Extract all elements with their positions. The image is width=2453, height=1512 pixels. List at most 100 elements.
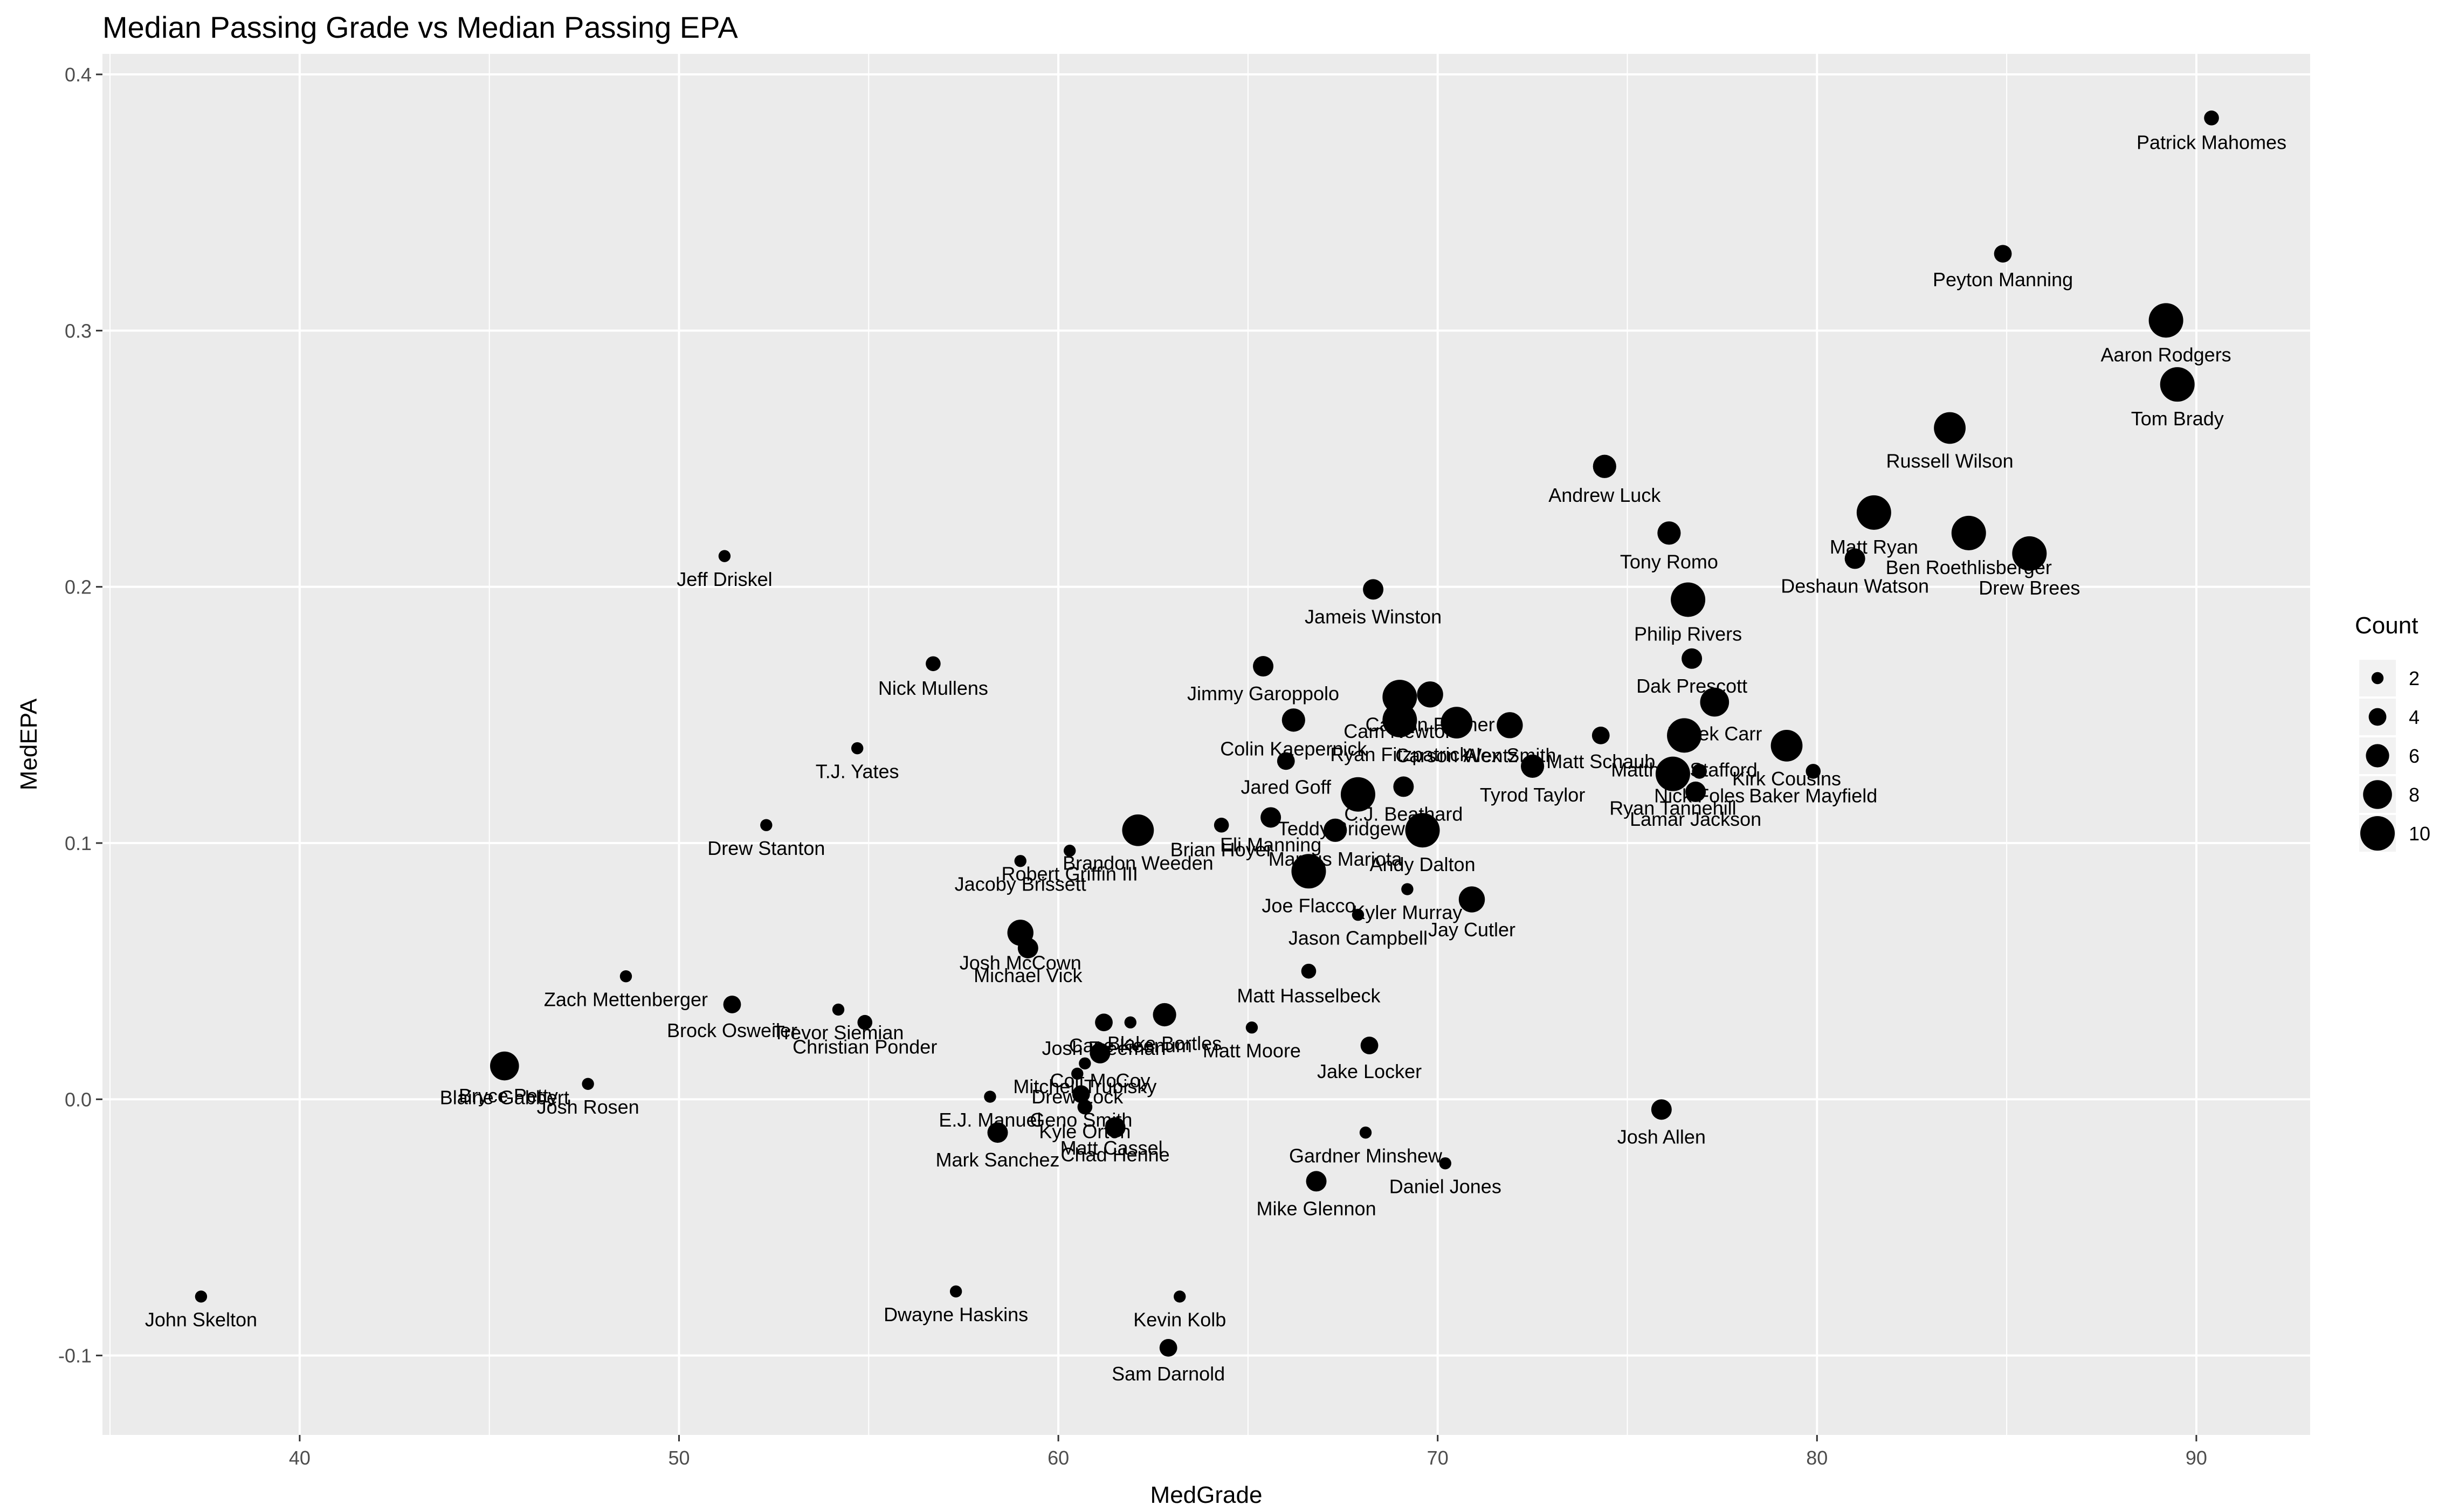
data-point [987,1122,1008,1143]
legend-key [2363,780,2392,809]
y-tick-label: -0.1 [58,1345,92,1367]
data-point [1214,817,1229,833]
point-label: Geno Smith [1030,1109,1132,1131]
data-point [926,656,941,672]
data-point [1521,754,1545,778]
point-label: Baker Mayfield [1749,785,1877,807]
x-tick-label: 90 [2186,1447,2207,1469]
data-point [1497,712,1523,738]
point-label: Eli Manning [1220,833,1321,855]
point-label: Matt Moore [1203,1039,1301,1061]
data-point [1064,845,1076,857]
point-label: Drew Brees [1979,577,2080,599]
legend-key [2371,672,2384,685]
data-point [1393,776,1414,797]
data-point [1122,814,1154,846]
data-point [718,550,731,562]
point-label: Lamar Jackson [1630,808,1761,830]
point-label: Drew Lock [1031,1086,1124,1108]
data-point [1458,886,1485,913]
point-label: Tyrod Taylor [1480,784,1585,806]
y-tick-label: 0.3 [65,320,92,342]
point-label: Trevor Siemian [773,1021,904,1044]
chart-title: Median Passing Grade vs Median Passing E… [102,10,738,44]
point-label: Jimmy Garoppolo [1187,682,1339,705]
data-point [1340,777,1375,812]
data-point [1245,1021,1258,1034]
point-label: Peyton Manning [1933,268,2073,291]
x-axis-label: MedGrade [1150,1482,1263,1508]
data-point [1281,708,1305,732]
data-point [1770,729,1803,762]
legend-label: 2 [2409,667,2420,689]
data-point [1124,1016,1136,1028]
point-label: Bryce Petty [459,1085,558,1107]
point-label: Blaine Gabbert [440,1086,569,1108]
data-point [1324,818,1347,842]
point-label: Josh Freeman [1042,1037,1166,1059]
point-label: Jake Locker [1317,1060,1422,1082]
legend-title: Count [2355,612,2418,639]
point-label: Tony Romo [1620,550,1718,572]
data-point [1692,764,1707,779]
point-label: E.J. Manuel [939,1109,1041,1131]
point-label: Josh Allen [1617,1126,1706,1148]
data-point [851,742,864,755]
point-label: T.J. Yates [816,760,899,782]
point-label: Carson Wentz [1395,744,1518,767]
point-label: Michael Vick [974,964,1083,986]
data-point [1667,718,1702,753]
point-label: Nick Mullens [878,677,988,699]
data-point [1306,1171,1327,1192]
data-point [857,1014,873,1030]
data-point [619,970,632,983]
legend-label: 4 [2409,706,2420,728]
data-point [582,1078,594,1090]
point-label: Drew Stanton [707,837,825,859]
data-point [1077,1099,1093,1115]
data-point [1352,908,1365,921]
point-label: Andy Dalton [1369,853,1475,875]
point-label: Kevin Kolb [1133,1309,1226,1331]
data-point [1856,495,1891,530]
data-point [1405,813,1440,848]
point-label: Dwayne Haskins [884,1303,1028,1325]
data-point [1363,579,1384,600]
data-point [1105,1119,1118,1131]
data-point [1591,726,1610,744]
point-label: Alex Smith [1463,744,1556,767]
data-point [1253,656,1274,677]
point-label: Jeff Driskel [677,568,772,590]
point-label: Carson Palmer [1366,714,1495,736]
point-label: Tom Brady [2131,408,2224,430]
data-point [1291,854,1326,889]
point-label: Deshaun Watson [1781,575,1929,597]
data-point [1071,1067,1084,1080]
point-label: Ryan Tannehill [1609,797,1737,819]
data-point [723,996,741,1013]
point-label: Colt McCoy [1050,1069,1150,1092]
point-label: Josh McCown [960,952,1081,974]
x-tick-label: 80 [1806,1447,1828,1469]
legend-label: 8 [2409,784,2420,806]
data-point [1417,681,1443,708]
point-label: Chad Henne [1061,1144,1170,1166]
plot-panel [102,54,2310,1435]
data-point [1014,855,1026,867]
y-tick-label: 0.2 [65,576,92,598]
point-label: Christian Ponder [793,1036,937,1058]
point-label: Matt Cassel [1060,1137,1163,1159]
legend-key [2368,708,2387,726]
data-point [1934,412,1966,444]
point-label: Gardner Minshew [1289,1144,1443,1166]
point-label: Matt Hasselbeck [1237,984,1381,1006]
data-point [1401,883,1414,895]
data-point [1360,1037,1379,1054]
point-label: Zach Mettenberger [544,988,708,1010]
point-label: Brock Osweiler [667,1019,797,1041]
point-label: Derek Carr [1667,722,1762,744]
data-point [1359,1126,1372,1139]
point-labels: Patrick Mahomes Peyton Manning Aaron Rodge… [145,132,2286,1385]
point-label: Nick Foles [1654,785,1745,807]
